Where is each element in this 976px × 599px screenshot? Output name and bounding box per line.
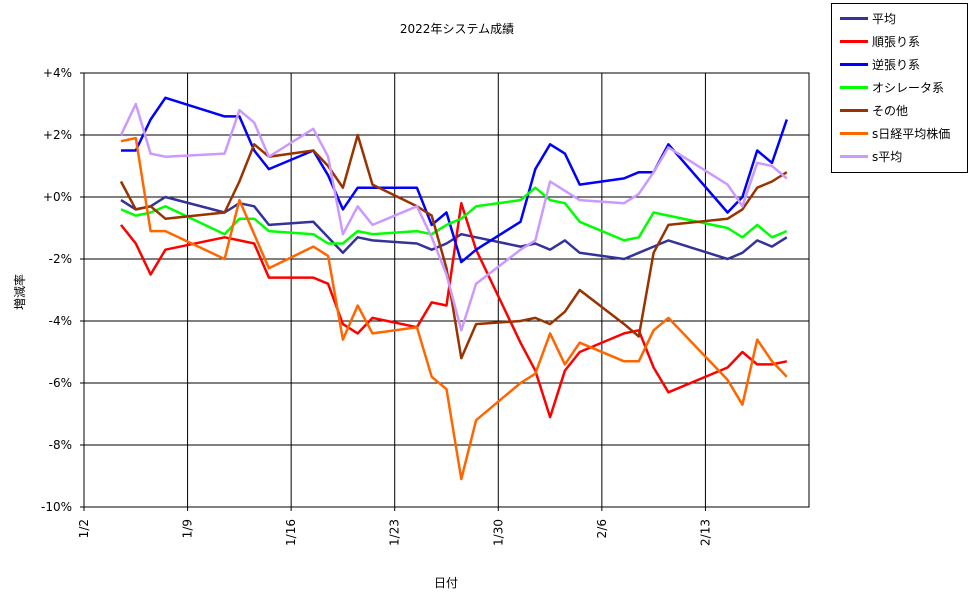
series-lines xyxy=(119,96,788,481)
legend-swatch xyxy=(840,16,868,20)
legend-swatch xyxy=(840,108,868,112)
x-tick-label: 1/9 xyxy=(181,519,195,538)
y-tick-label: +2% xyxy=(43,128,72,142)
x-tick-label: 2/13 xyxy=(698,519,712,546)
legend-label: 平均 xyxy=(872,11,897,26)
x-axis-label: 日付 xyxy=(434,576,458,590)
series-line-4 xyxy=(119,133,788,360)
legend-label: その他 xyxy=(872,103,909,118)
y-tick-label: +0% xyxy=(43,190,72,204)
legend-label: 逆張り系 xyxy=(872,57,921,72)
series-line-5 xyxy=(120,136,788,481)
plot-area xyxy=(83,72,810,508)
x-tick-label: 1/16 xyxy=(284,519,298,546)
y-axis-label: 増減率 xyxy=(12,274,27,310)
x-tick-label: 1/23 xyxy=(388,519,402,546)
legend-item: s日経平均株価 xyxy=(840,123,950,143)
x-tick-label: 1/2 xyxy=(77,519,91,538)
series-line-1 xyxy=(120,201,788,419)
legend-swatch xyxy=(840,85,868,89)
legend-swatch xyxy=(840,62,868,66)
legend-item: その他 xyxy=(840,100,908,120)
legend-swatch xyxy=(840,131,868,135)
legend-item: オシレータ系 xyxy=(840,77,944,97)
x-tick-label: 2/6 xyxy=(595,519,609,538)
y-tick-label: -4% xyxy=(49,314,72,328)
x-axis: 1/2 1/9 1/16 1/23 1/30 2/6 2/13 xyxy=(77,507,712,546)
y-tick-label: -2% xyxy=(49,252,72,266)
legend-swatch xyxy=(840,39,868,43)
series-line-3 xyxy=(120,186,788,245)
legend-label: s日経平均株価 xyxy=(872,126,951,141)
legend-item: 平均 xyxy=(840,8,896,28)
legend-item: s平均 xyxy=(840,146,902,166)
y-tick-label: -8% xyxy=(49,438,72,452)
legend-label: 順張り系 xyxy=(872,34,921,49)
legend-swatch xyxy=(840,154,868,158)
series-line-6 xyxy=(119,102,788,332)
legend-label: オシレータ系 xyxy=(872,80,945,95)
legend-item: 逆張り系 xyxy=(840,54,920,74)
y-axis: +4% +2% +0% -2% -4% -6% -8% -10% xyxy=(41,66,84,514)
legend-item: 順張り系 xyxy=(840,31,920,51)
legend-label: s平均 xyxy=(872,149,903,164)
y-tick-label: -6% xyxy=(49,376,72,390)
x-tick-label: 1/30 xyxy=(491,519,505,546)
y-tick-label: +4% xyxy=(43,66,72,80)
legend: 平均順張り系逆張り系オシレータ系 その他 s日経平均株価 s平均 xyxy=(831,3,968,173)
series-line-2 xyxy=(121,96,788,264)
grid-lines xyxy=(84,73,809,507)
y-tick-label: -10% xyxy=(41,500,72,514)
chart-title: 2022年システム成績 xyxy=(400,22,514,36)
